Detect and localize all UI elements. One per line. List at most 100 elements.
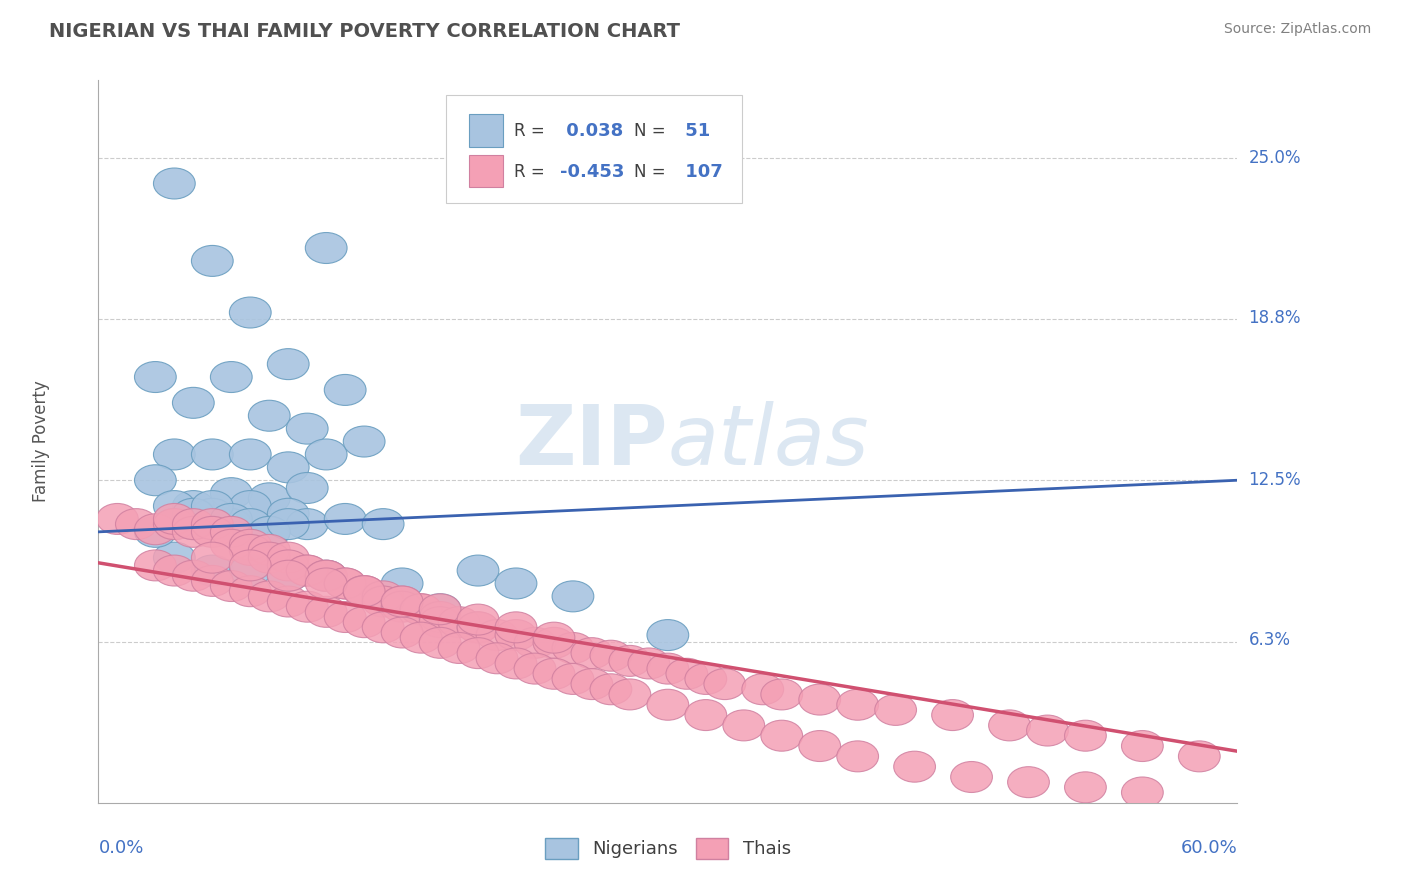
Ellipse shape	[97, 503, 138, 534]
Ellipse shape	[249, 534, 290, 566]
Ellipse shape	[533, 658, 575, 690]
Text: Family Poverty: Family Poverty	[32, 381, 51, 502]
Ellipse shape	[381, 591, 423, 623]
Ellipse shape	[325, 568, 366, 599]
Ellipse shape	[153, 168, 195, 199]
Ellipse shape	[191, 508, 233, 540]
Ellipse shape	[515, 627, 555, 658]
Text: 107: 107	[679, 163, 723, 181]
Ellipse shape	[1064, 772, 1107, 803]
FancyBboxPatch shape	[468, 154, 503, 187]
Ellipse shape	[173, 508, 214, 540]
Ellipse shape	[211, 529, 252, 560]
Ellipse shape	[477, 643, 517, 673]
Ellipse shape	[211, 508, 252, 540]
Ellipse shape	[647, 620, 689, 650]
Ellipse shape	[439, 632, 479, 664]
Ellipse shape	[609, 646, 651, 676]
Ellipse shape	[742, 673, 783, 705]
Ellipse shape	[457, 612, 499, 643]
Ellipse shape	[229, 529, 271, 560]
Ellipse shape	[173, 560, 214, 591]
Ellipse shape	[267, 560, 309, 591]
Ellipse shape	[135, 549, 176, 581]
Ellipse shape	[287, 508, 328, 540]
Ellipse shape	[685, 699, 727, 731]
Ellipse shape	[533, 627, 575, 658]
Ellipse shape	[153, 555, 195, 586]
Ellipse shape	[419, 594, 461, 624]
Ellipse shape	[191, 555, 233, 586]
Ellipse shape	[401, 594, 441, 624]
Ellipse shape	[381, 586, 423, 617]
Ellipse shape	[419, 601, 461, 632]
Ellipse shape	[229, 555, 271, 586]
Ellipse shape	[249, 542, 290, 574]
Ellipse shape	[363, 612, 404, 643]
Ellipse shape	[191, 245, 233, 277]
Ellipse shape	[287, 591, 328, 623]
Ellipse shape	[305, 439, 347, 470]
Ellipse shape	[685, 664, 727, 694]
Ellipse shape	[704, 669, 745, 699]
Ellipse shape	[191, 566, 233, 597]
Ellipse shape	[591, 640, 631, 671]
Ellipse shape	[191, 516, 233, 548]
Ellipse shape	[647, 653, 689, 684]
Ellipse shape	[837, 690, 879, 720]
Ellipse shape	[325, 601, 366, 632]
Ellipse shape	[419, 594, 461, 624]
Ellipse shape	[457, 638, 499, 669]
Ellipse shape	[988, 710, 1031, 741]
Ellipse shape	[533, 623, 575, 653]
Ellipse shape	[305, 233, 347, 263]
Legend: Nigerians, Thais: Nigerians, Thais	[537, 830, 799, 866]
Text: R =: R =	[515, 163, 546, 181]
Ellipse shape	[495, 568, 537, 599]
Ellipse shape	[666, 658, 707, 690]
Text: -0.453: -0.453	[560, 163, 624, 181]
Ellipse shape	[267, 508, 309, 540]
Ellipse shape	[153, 491, 195, 522]
Ellipse shape	[305, 560, 347, 591]
Ellipse shape	[191, 491, 233, 522]
Ellipse shape	[799, 684, 841, 715]
Ellipse shape	[343, 426, 385, 457]
Ellipse shape	[229, 549, 271, 581]
Ellipse shape	[229, 297, 271, 328]
Ellipse shape	[211, 516, 252, 548]
Ellipse shape	[211, 361, 252, 392]
Ellipse shape	[343, 607, 385, 638]
Ellipse shape	[457, 604, 499, 635]
Ellipse shape	[457, 612, 499, 643]
Text: N =: N =	[634, 163, 665, 181]
Ellipse shape	[439, 607, 479, 638]
Ellipse shape	[173, 508, 214, 540]
Ellipse shape	[173, 491, 214, 522]
Text: 0.038: 0.038	[560, 122, 623, 140]
Text: 18.8%: 18.8%	[1249, 309, 1301, 326]
Ellipse shape	[211, 477, 252, 508]
Ellipse shape	[1122, 731, 1163, 762]
Ellipse shape	[1026, 715, 1069, 746]
Ellipse shape	[211, 571, 252, 601]
Ellipse shape	[515, 653, 555, 684]
Ellipse shape	[229, 439, 271, 470]
Ellipse shape	[135, 514, 176, 545]
Ellipse shape	[343, 575, 385, 607]
Ellipse shape	[553, 664, 593, 694]
Ellipse shape	[229, 534, 271, 566]
Ellipse shape	[191, 439, 233, 470]
Text: Source: ZipAtlas.com: Source: ZipAtlas.com	[1223, 22, 1371, 37]
Ellipse shape	[381, 617, 423, 648]
Text: atlas: atlas	[668, 401, 869, 482]
Ellipse shape	[267, 452, 309, 483]
Ellipse shape	[305, 597, 347, 627]
Ellipse shape	[457, 555, 499, 586]
Ellipse shape	[1122, 777, 1163, 808]
Ellipse shape	[553, 581, 593, 612]
Ellipse shape	[363, 581, 404, 612]
Ellipse shape	[173, 387, 214, 418]
Ellipse shape	[135, 361, 176, 392]
Ellipse shape	[267, 549, 309, 581]
